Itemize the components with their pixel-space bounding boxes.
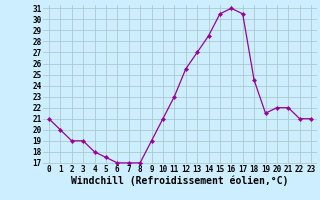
X-axis label: Windchill (Refroidissement éolien,°C): Windchill (Refroidissement éolien,°C) xyxy=(71,176,289,186)
